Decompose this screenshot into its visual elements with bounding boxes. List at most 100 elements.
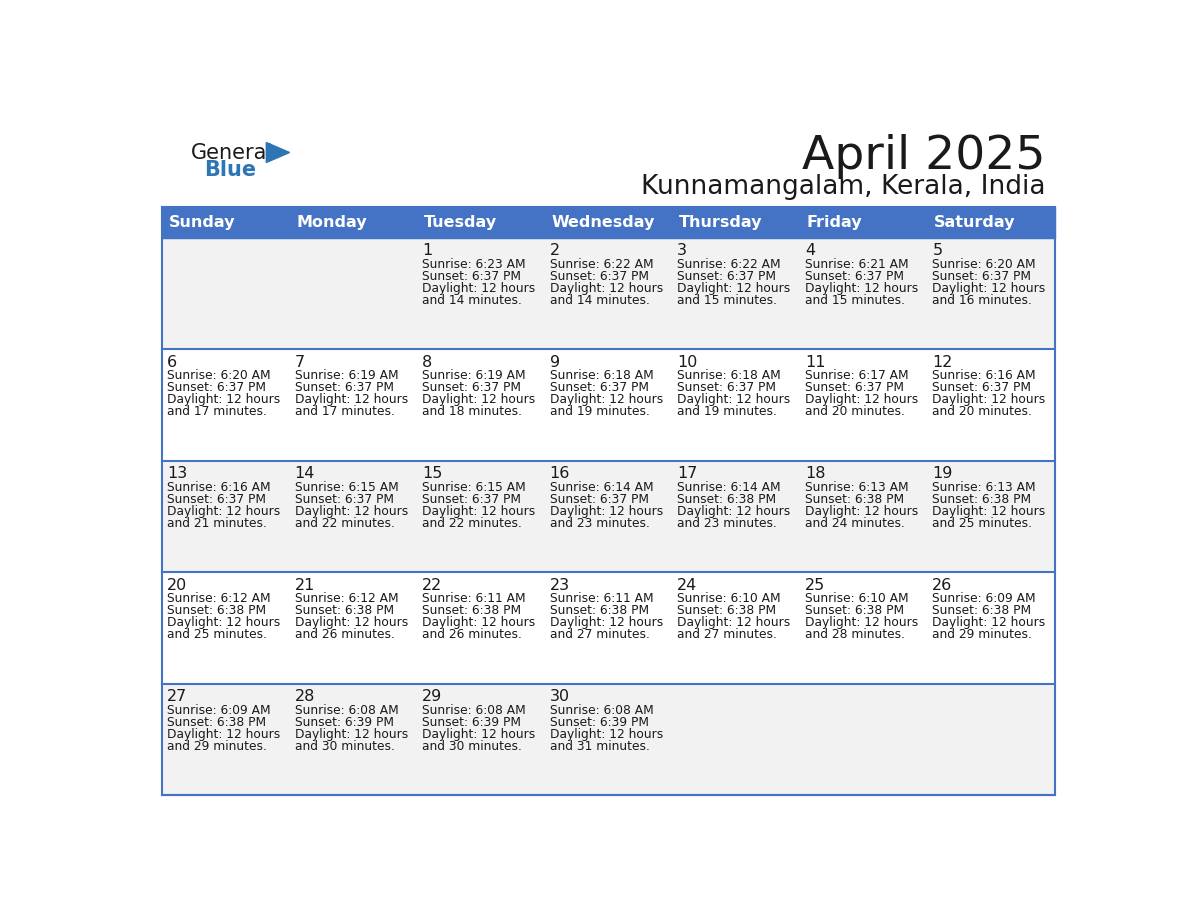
Text: Daylight: 12 hours: Daylight: 12 hours: [168, 728, 280, 741]
Text: Sunset: 6:37 PM: Sunset: 6:37 PM: [295, 382, 393, 395]
Text: Sunrise: 6:08 AM: Sunrise: 6:08 AM: [295, 704, 398, 717]
Text: and 31 minutes.: and 31 minutes.: [550, 740, 650, 753]
Text: Sunrise: 6:14 AM: Sunrise: 6:14 AM: [677, 481, 781, 494]
Text: Daylight: 12 hours: Daylight: 12 hours: [422, 394, 536, 407]
Text: Daylight: 12 hours: Daylight: 12 hours: [677, 505, 790, 518]
Text: and 25 minutes.: and 25 minutes.: [168, 628, 267, 642]
Text: Daylight: 12 hours: Daylight: 12 hours: [295, 616, 407, 630]
Text: Sunset: 6:37 PM: Sunset: 6:37 PM: [550, 493, 649, 506]
Text: Sunrise: 6:10 AM: Sunrise: 6:10 AM: [677, 592, 781, 606]
Bar: [163, 573, 1055, 684]
Text: Wednesday: Wednesday: [551, 215, 655, 230]
Text: Sunset: 6:38 PM: Sunset: 6:38 PM: [550, 604, 649, 618]
Text: Daylight: 12 hours: Daylight: 12 hours: [422, 616, 536, 630]
Text: Sunrise: 6:16 AM: Sunrise: 6:16 AM: [933, 370, 1036, 383]
Text: 5: 5: [933, 243, 942, 258]
Text: Daylight: 12 hours: Daylight: 12 hours: [677, 282, 790, 295]
Text: Sunset: 6:38 PM: Sunset: 6:38 PM: [933, 493, 1031, 506]
Text: 24: 24: [677, 577, 697, 593]
Text: and 17 minutes.: and 17 minutes.: [295, 406, 394, 419]
Text: and 23 minutes.: and 23 minutes.: [677, 517, 777, 530]
Text: Sunset: 6:37 PM: Sunset: 6:37 PM: [677, 270, 776, 283]
Text: and 22 minutes.: and 22 minutes.: [422, 517, 522, 530]
Text: and 23 minutes.: and 23 minutes.: [550, 517, 650, 530]
Text: 21: 21: [295, 577, 315, 593]
Text: Sunrise: 6:13 AM: Sunrise: 6:13 AM: [933, 481, 1036, 494]
Text: Sunset: 6:37 PM: Sunset: 6:37 PM: [677, 382, 776, 395]
Bar: [163, 207, 1055, 796]
Text: and 30 minutes.: and 30 minutes.: [295, 740, 394, 753]
Text: Friday: Friday: [807, 215, 862, 230]
Text: Sunset: 6:37 PM: Sunset: 6:37 PM: [168, 382, 266, 395]
Text: Sunset: 6:37 PM: Sunset: 6:37 PM: [168, 493, 266, 506]
Text: 17: 17: [677, 466, 697, 481]
Text: Sunrise: 6:20 AM: Sunrise: 6:20 AM: [168, 370, 271, 383]
Text: Daylight: 12 hours: Daylight: 12 hours: [550, 505, 663, 518]
Text: Sunset: 6:38 PM: Sunset: 6:38 PM: [677, 493, 777, 506]
Bar: [163, 684, 1055, 796]
Text: 10: 10: [677, 355, 697, 370]
Text: Sunrise: 6:14 AM: Sunrise: 6:14 AM: [550, 481, 653, 494]
Text: Daylight: 12 hours: Daylight: 12 hours: [168, 394, 280, 407]
Bar: [163, 207, 1055, 238]
Text: and 19 minutes.: and 19 minutes.: [550, 406, 650, 419]
Text: Daylight: 12 hours: Daylight: 12 hours: [422, 505, 536, 518]
Text: and 29 minutes.: and 29 minutes.: [933, 628, 1032, 642]
Text: Sunrise: 6:22 AM: Sunrise: 6:22 AM: [550, 258, 653, 271]
Text: Sunset: 6:37 PM: Sunset: 6:37 PM: [295, 493, 393, 506]
Text: 26: 26: [933, 577, 953, 593]
Text: Kunnamangalam, Kerala, India: Kunnamangalam, Kerala, India: [642, 174, 1045, 200]
Text: and 22 minutes.: and 22 minutes.: [295, 517, 394, 530]
Text: and 29 minutes.: and 29 minutes.: [168, 740, 267, 753]
Text: Sunset: 6:39 PM: Sunset: 6:39 PM: [550, 716, 649, 729]
Text: 3: 3: [677, 243, 688, 258]
Text: Daylight: 12 hours: Daylight: 12 hours: [550, 616, 663, 630]
Text: Sunset: 6:38 PM: Sunset: 6:38 PM: [677, 604, 777, 618]
Text: Daylight: 12 hours: Daylight: 12 hours: [550, 728, 663, 741]
Text: April 2025: April 2025: [802, 134, 1045, 179]
Text: 9: 9: [550, 355, 560, 370]
Text: Daylight: 12 hours: Daylight: 12 hours: [677, 394, 790, 407]
Text: Sunrise: 6:21 AM: Sunrise: 6:21 AM: [804, 258, 909, 271]
Text: Daylight: 12 hours: Daylight: 12 hours: [933, 282, 1045, 295]
Text: Sunset: 6:37 PM: Sunset: 6:37 PM: [422, 270, 522, 283]
Text: Sunset: 6:38 PM: Sunset: 6:38 PM: [168, 604, 266, 618]
Text: Daylight: 12 hours: Daylight: 12 hours: [422, 282, 536, 295]
Text: Sunrise: 6:18 AM: Sunrise: 6:18 AM: [550, 370, 653, 383]
Text: and 24 minutes.: and 24 minutes.: [804, 517, 905, 530]
Text: Sunrise: 6:11 AM: Sunrise: 6:11 AM: [422, 592, 526, 606]
Text: and 26 minutes.: and 26 minutes.: [422, 628, 522, 642]
Text: and 14 minutes.: and 14 minutes.: [422, 294, 522, 307]
Bar: [163, 350, 1055, 461]
Text: Sunset: 6:37 PM: Sunset: 6:37 PM: [804, 270, 904, 283]
Text: 6: 6: [168, 355, 177, 370]
Text: Sunrise: 6:19 AM: Sunrise: 6:19 AM: [295, 370, 398, 383]
Text: and 16 minutes.: and 16 minutes.: [933, 294, 1032, 307]
Text: 16: 16: [550, 466, 570, 481]
Text: Daylight: 12 hours: Daylight: 12 hours: [933, 616, 1045, 630]
Text: Daylight: 12 hours: Daylight: 12 hours: [550, 394, 663, 407]
Text: 30: 30: [550, 689, 570, 704]
Text: Sunrise: 6:09 AM: Sunrise: 6:09 AM: [168, 704, 271, 717]
Text: 20: 20: [168, 577, 188, 593]
Text: Daylight: 12 hours: Daylight: 12 hours: [804, 616, 918, 630]
Text: and 20 minutes.: and 20 minutes.: [804, 406, 905, 419]
Text: and 30 minutes.: and 30 minutes.: [422, 740, 522, 753]
Text: Daylight: 12 hours: Daylight: 12 hours: [804, 282, 918, 295]
Text: 2: 2: [550, 243, 560, 258]
Text: and 15 minutes.: and 15 minutes.: [804, 294, 905, 307]
Text: Thursday: Thursday: [678, 215, 763, 230]
Text: Sunrise: 6:15 AM: Sunrise: 6:15 AM: [422, 481, 526, 494]
Text: 29: 29: [422, 689, 442, 704]
Text: and 27 minutes.: and 27 minutes.: [550, 628, 650, 642]
Text: Daylight: 12 hours: Daylight: 12 hours: [168, 616, 280, 630]
Text: Saturday: Saturday: [934, 215, 1016, 230]
Text: and 20 minutes.: and 20 minutes.: [933, 406, 1032, 419]
Text: General: General: [191, 143, 273, 163]
Text: Daylight: 12 hours: Daylight: 12 hours: [804, 505, 918, 518]
Text: Sunrise: 6:23 AM: Sunrise: 6:23 AM: [422, 258, 526, 271]
Text: and 28 minutes.: and 28 minutes.: [804, 628, 905, 642]
Text: and 18 minutes.: and 18 minutes.: [422, 406, 523, 419]
Text: Sunrise: 6:08 AM: Sunrise: 6:08 AM: [422, 704, 526, 717]
Text: 8: 8: [422, 355, 432, 370]
